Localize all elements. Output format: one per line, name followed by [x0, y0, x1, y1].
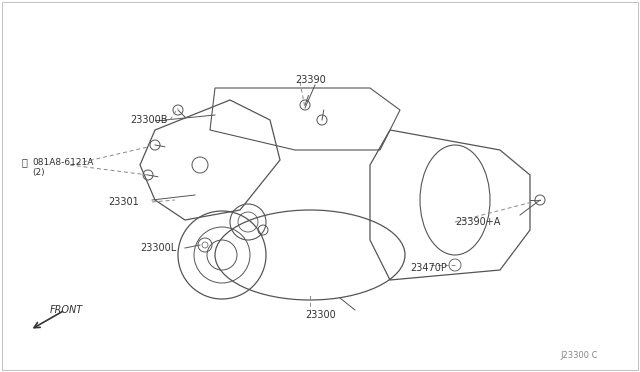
- Text: J23300 C: J23300 C: [560, 350, 598, 359]
- Text: 23390+A: 23390+A: [455, 217, 500, 227]
- Text: 23300: 23300: [305, 310, 336, 320]
- Text: 23300L: 23300L: [140, 243, 176, 253]
- Text: 23301: 23301: [108, 197, 139, 207]
- Text: FRONT: FRONT: [50, 305, 83, 315]
- Text: 081A8-6121A: 081A8-6121A: [32, 157, 93, 167]
- Text: (2): (2): [32, 167, 45, 176]
- Text: 23300B: 23300B: [130, 115, 168, 125]
- Text: Ⓑ: Ⓑ: [22, 157, 28, 167]
- Text: 23470P: 23470P: [410, 263, 447, 273]
- Text: 23390: 23390: [295, 75, 326, 85]
